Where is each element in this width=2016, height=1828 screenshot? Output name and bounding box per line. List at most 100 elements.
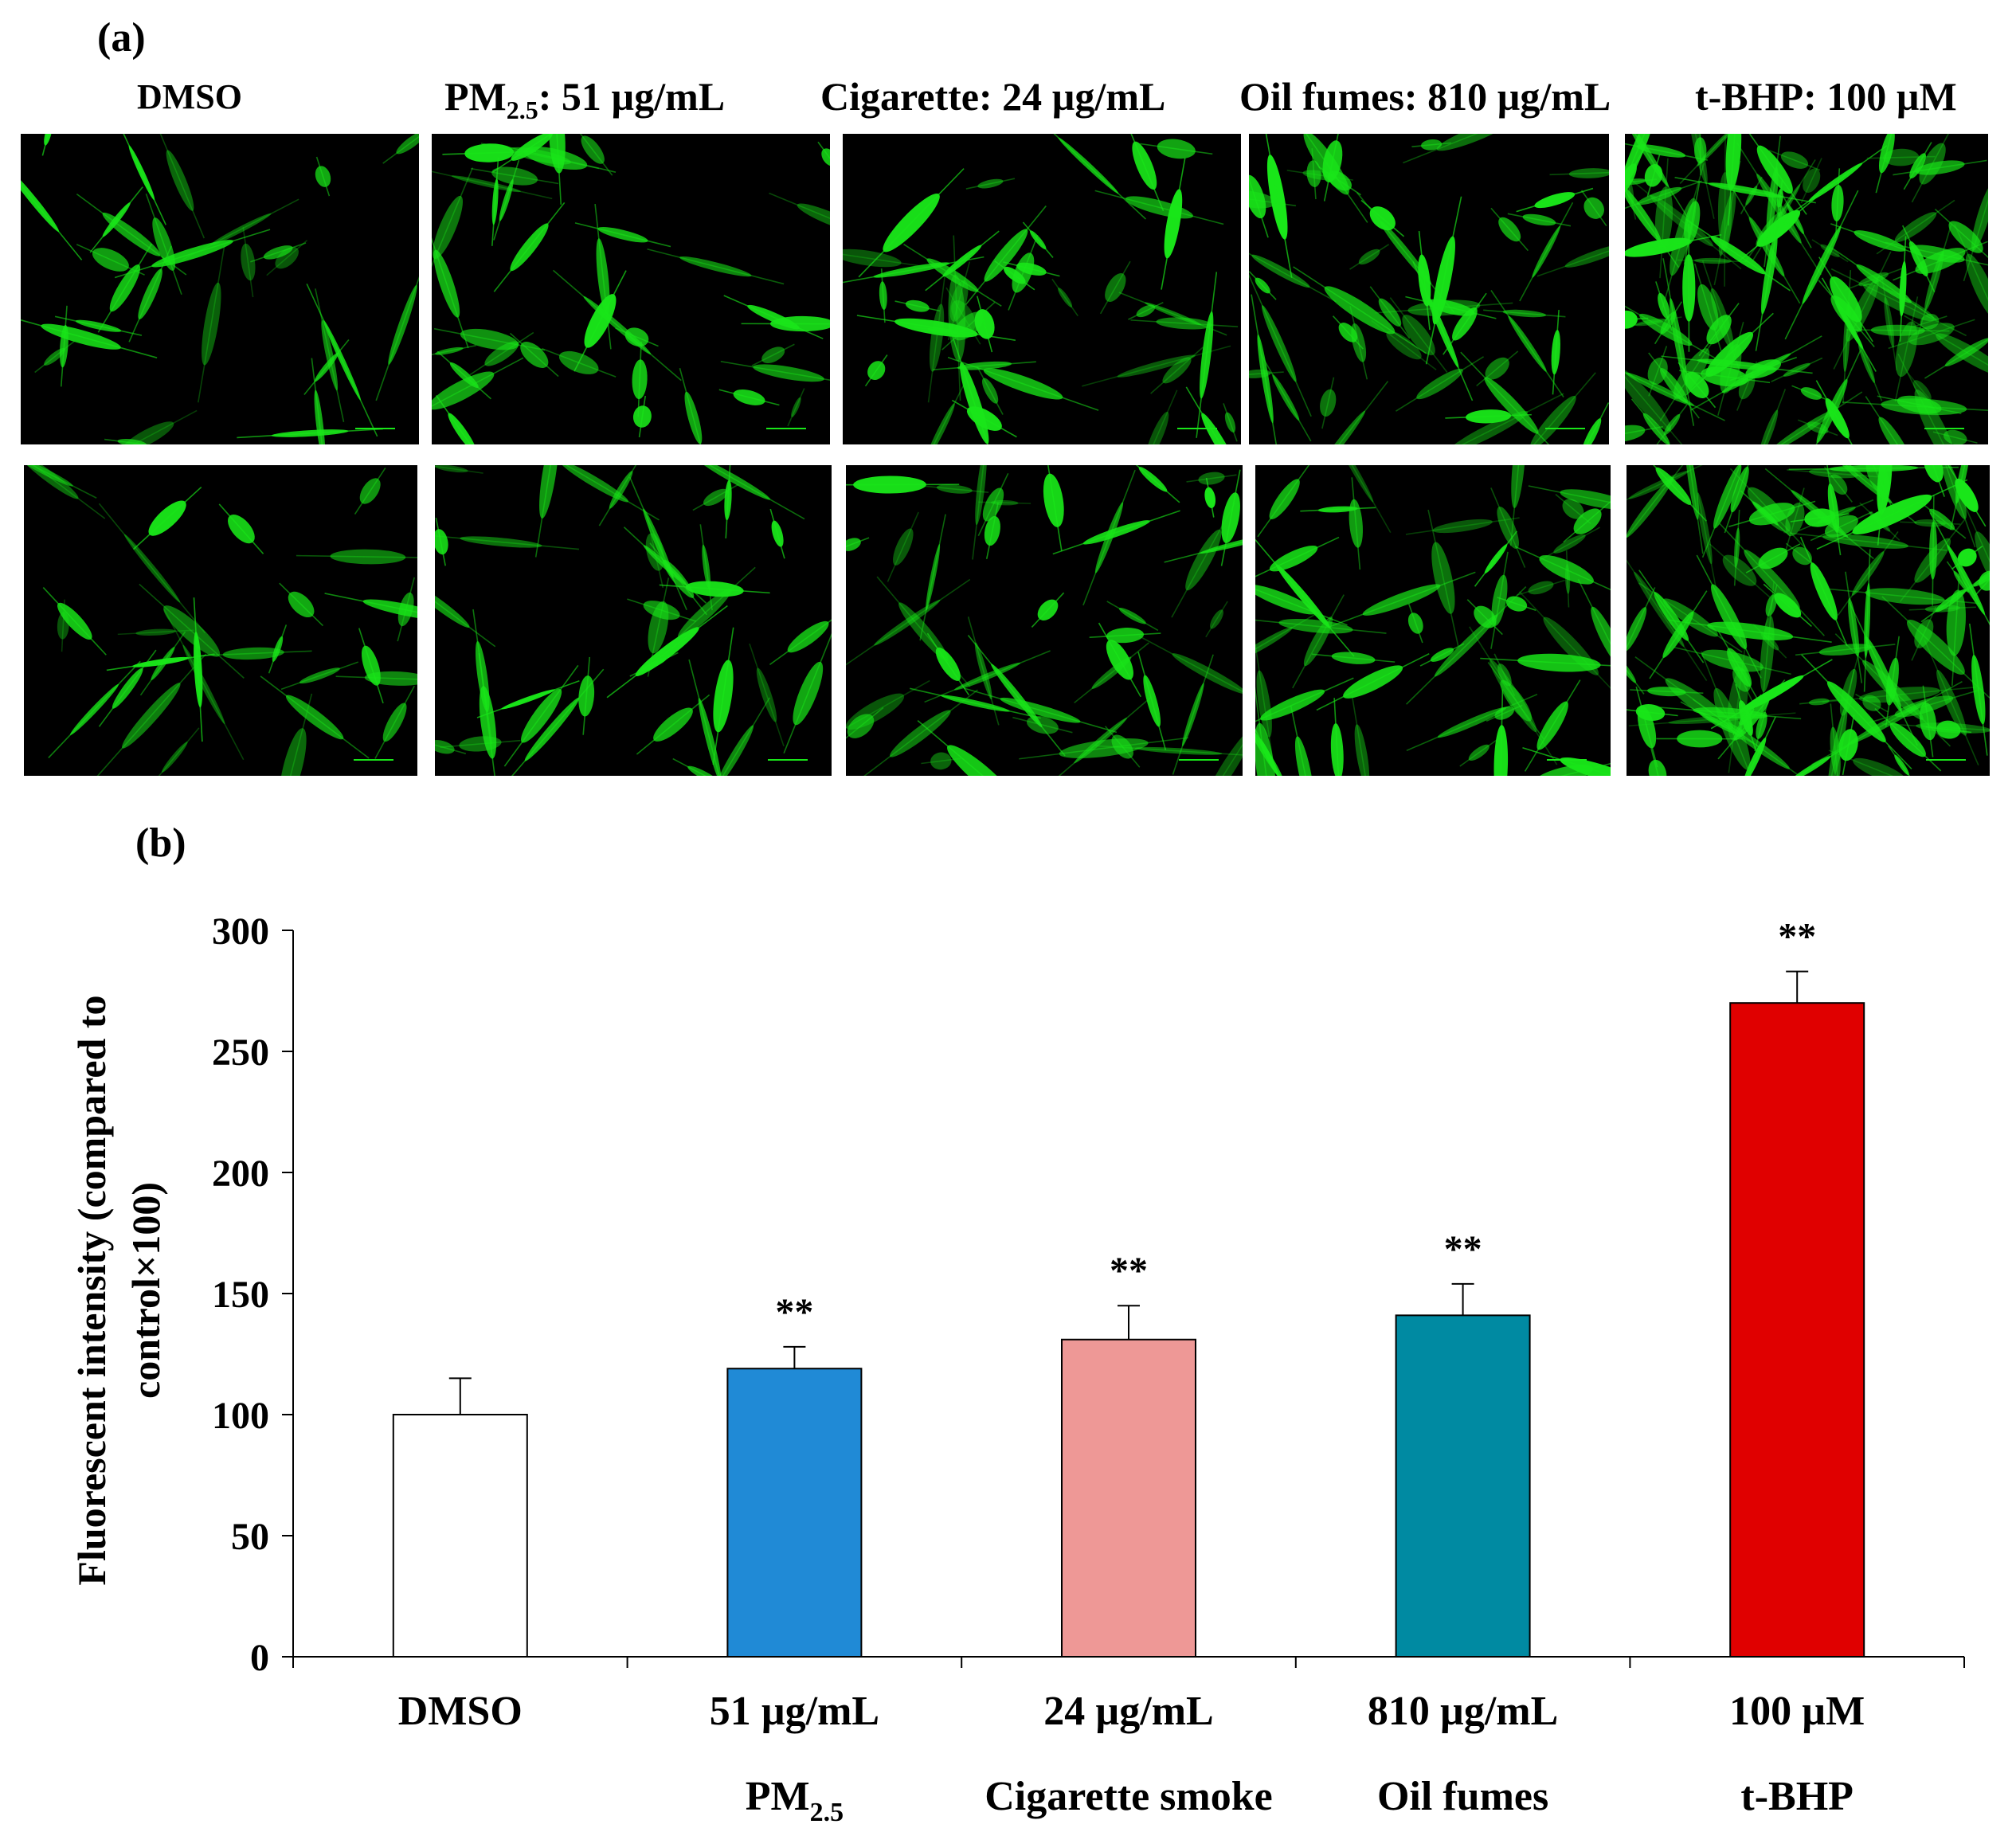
cell [1405,517,1520,535]
cell [1842,398,1988,416]
y-tick-label: 150 [212,1274,269,1316]
cell [1713,160,1741,286]
cell [469,331,534,376]
cell [1866,148,1936,166]
cell [1740,391,1863,444]
cell [1519,202,1574,302]
cell [1771,357,1823,382]
cell-field [24,465,417,776]
cell [1625,172,1742,270]
column-title-cigarette: Cigarette: 24 µg/mL [820,74,1166,119]
cell [718,389,780,406]
category-label: DMSO [398,1689,523,1734]
cell [1701,651,1764,776]
cell [478,653,498,776]
cell [1791,385,1831,402]
micrograph-oil-fumes-2 [1255,465,1611,776]
cell [1049,696,1152,776]
cell-field [21,134,419,444]
cell [903,244,1002,307]
cell [303,339,350,395]
cell [967,635,1066,757]
cell [1255,721,1288,776]
cell [1474,530,1518,587]
cell [846,476,960,494]
cell [241,226,256,298]
cell [24,465,106,519]
cell [266,240,308,276]
cell-field [1255,465,1611,776]
cell [1627,537,1708,682]
cell [1137,389,1178,444]
cell [1800,158,1822,204]
cell [435,394,489,444]
cell [1855,693,1889,713]
cell [1290,381,1389,444]
cell [1528,485,1611,514]
cell [688,659,732,776]
cell [1736,142,1822,276]
cell [1838,714,1858,776]
y-tick-label: 0 [250,1637,269,1679]
cell [1249,271,1277,300]
cell [1150,346,1204,394]
significance-marker: ** [1444,1228,1482,1270]
panel-a-label: (a) [97,15,146,61]
cell [1908,605,1976,613]
cell [1818,280,1875,348]
cell [1763,583,1812,628]
cell [280,661,359,691]
cell [1490,290,1564,397]
cell [632,341,648,417]
cell [1094,190,1224,225]
cell [1656,730,1744,748]
cell [1694,263,1722,351]
cell [1881,273,1898,371]
cell [1968,623,1988,756]
cell [1490,487,1526,568]
cell [615,327,659,347]
cell [128,245,172,343]
cell [741,315,830,332]
cell [1799,698,1839,706]
cell [1490,207,1529,252]
cell [1311,652,1396,664]
cell [1171,502,1236,618]
cell [1257,465,1313,538]
cell [1946,561,1977,603]
cell [1627,587,1656,671]
cell [724,465,732,538]
cell [273,693,313,776]
cell [1929,512,1990,648]
cell [1693,134,1707,176]
cell [1411,393,1564,444]
cell [1125,465,1180,503]
cell [783,633,832,754]
cell [163,609,245,761]
cell [1577,579,1611,696]
cell [1251,294,1280,444]
cell [435,517,448,566]
cell [1698,303,1740,357]
cell [1517,579,1565,597]
cell [1951,545,1983,570]
bar-chart: (b) Fluorescent intensity (compared to c… [69,820,1965,1827]
cell [1019,737,1188,760]
cell [1516,187,1594,213]
cell [1772,744,1850,776]
y-axis-label: Fluorescent intensity (compared to contr… [69,995,168,1585]
cell [1487,662,1544,740]
column-title-dmso: DMSO [137,77,242,116]
cell [1509,465,1527,546]
cell [1644,154,1663,197]
cell [1625,425,1663,442]
cell [751,343,795,366]
cell [1483,309,1566,318]
cell [1701,465,1753,558]
cell [541,347,617,378]
cell [1668,619,1832,643]
cell [919,514,946,641]
cell [1849,602,1918,746]
cell [963,687,1118,734]
cell [1051,278,1078,317]
